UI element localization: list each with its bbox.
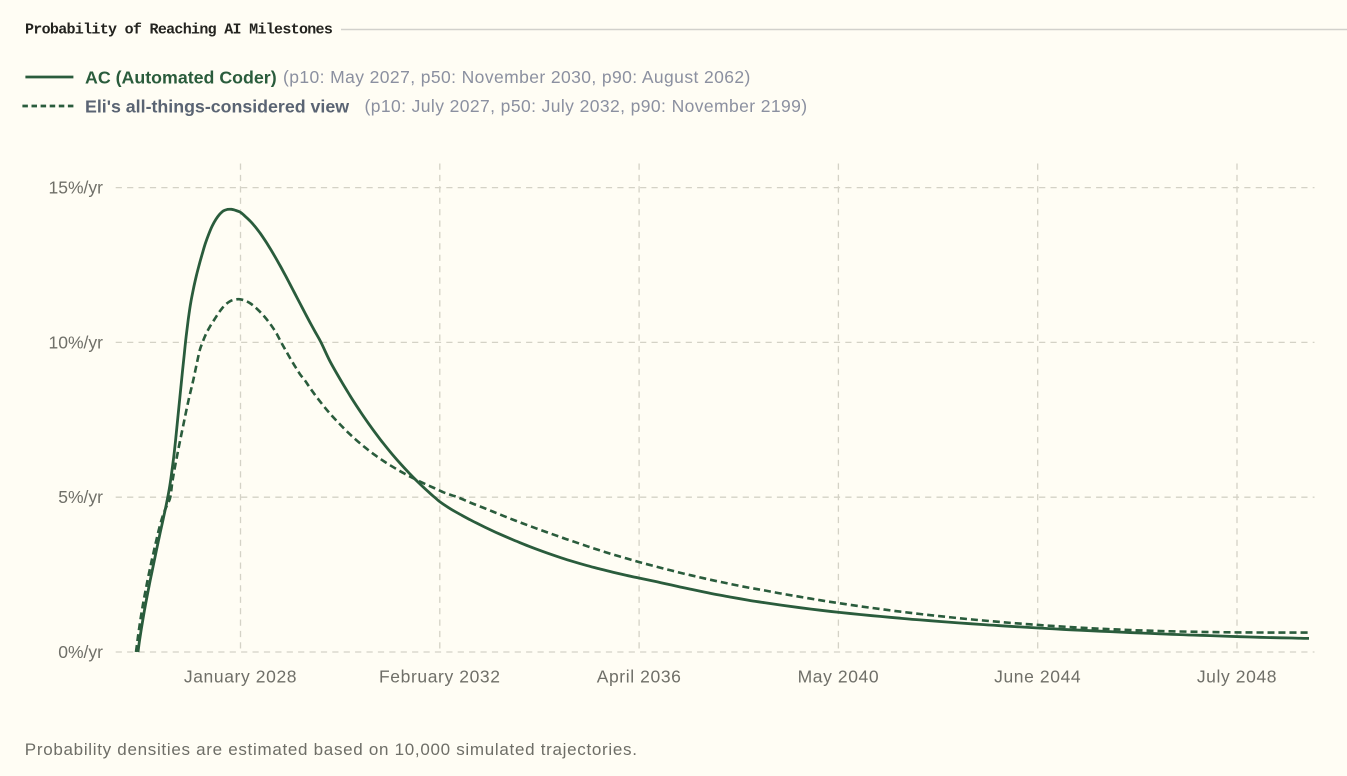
svg-text:July 2048: July 2048 (1197, 667, 1277, 687)
svg-text:(p10: July 2027, p50: July 203: (p10: July 2027, p50: July 2032, p90: No… (365, 96, 808, 116)
svg-text:(p10: May 2027, p50: November: (p10: May 2027, p50: November 2030, p90:… (283, 67, 751, 87)
svg-text:10%/yr: 10%/yr (49, 332, 104, 352)
svg-text:April 2036: April 2036 (597, 667, 682, 687)
svg-text:May 2040: May 2040 (798, 667, 880, 687)
svg-text:Eli's all-things-considered vi: Eli's all-things-considered view (85, 97, 349, 117)
svg-text:5%/yr: 5%/yr (58, 487, 103, 507)
svg-text:0%/yr: 0%/yr (58, 642, 103, 662)
svg-text:January 2028: January 2028 (184, 667, 297, 687)
svg-text:Probability densities are esti: Probability densities are estimated base… (25, 740, 638, 759)
svg-text:Probability of Reaching AI Mil: Probability of Reaching AI Milestones (25, 22, 333, 39)
svg-text:15%/yr: 15%/yr (49, 178, 104, 198)
svg-text:February 2032: February 2032 (379, 667, 501, 687)
svg-text:June 2044: June 2044 (994, 667, 1081, 687)
svg-text:AC (Automated Coder): AC (Automated Coder) (85, 68, 277, 88)
